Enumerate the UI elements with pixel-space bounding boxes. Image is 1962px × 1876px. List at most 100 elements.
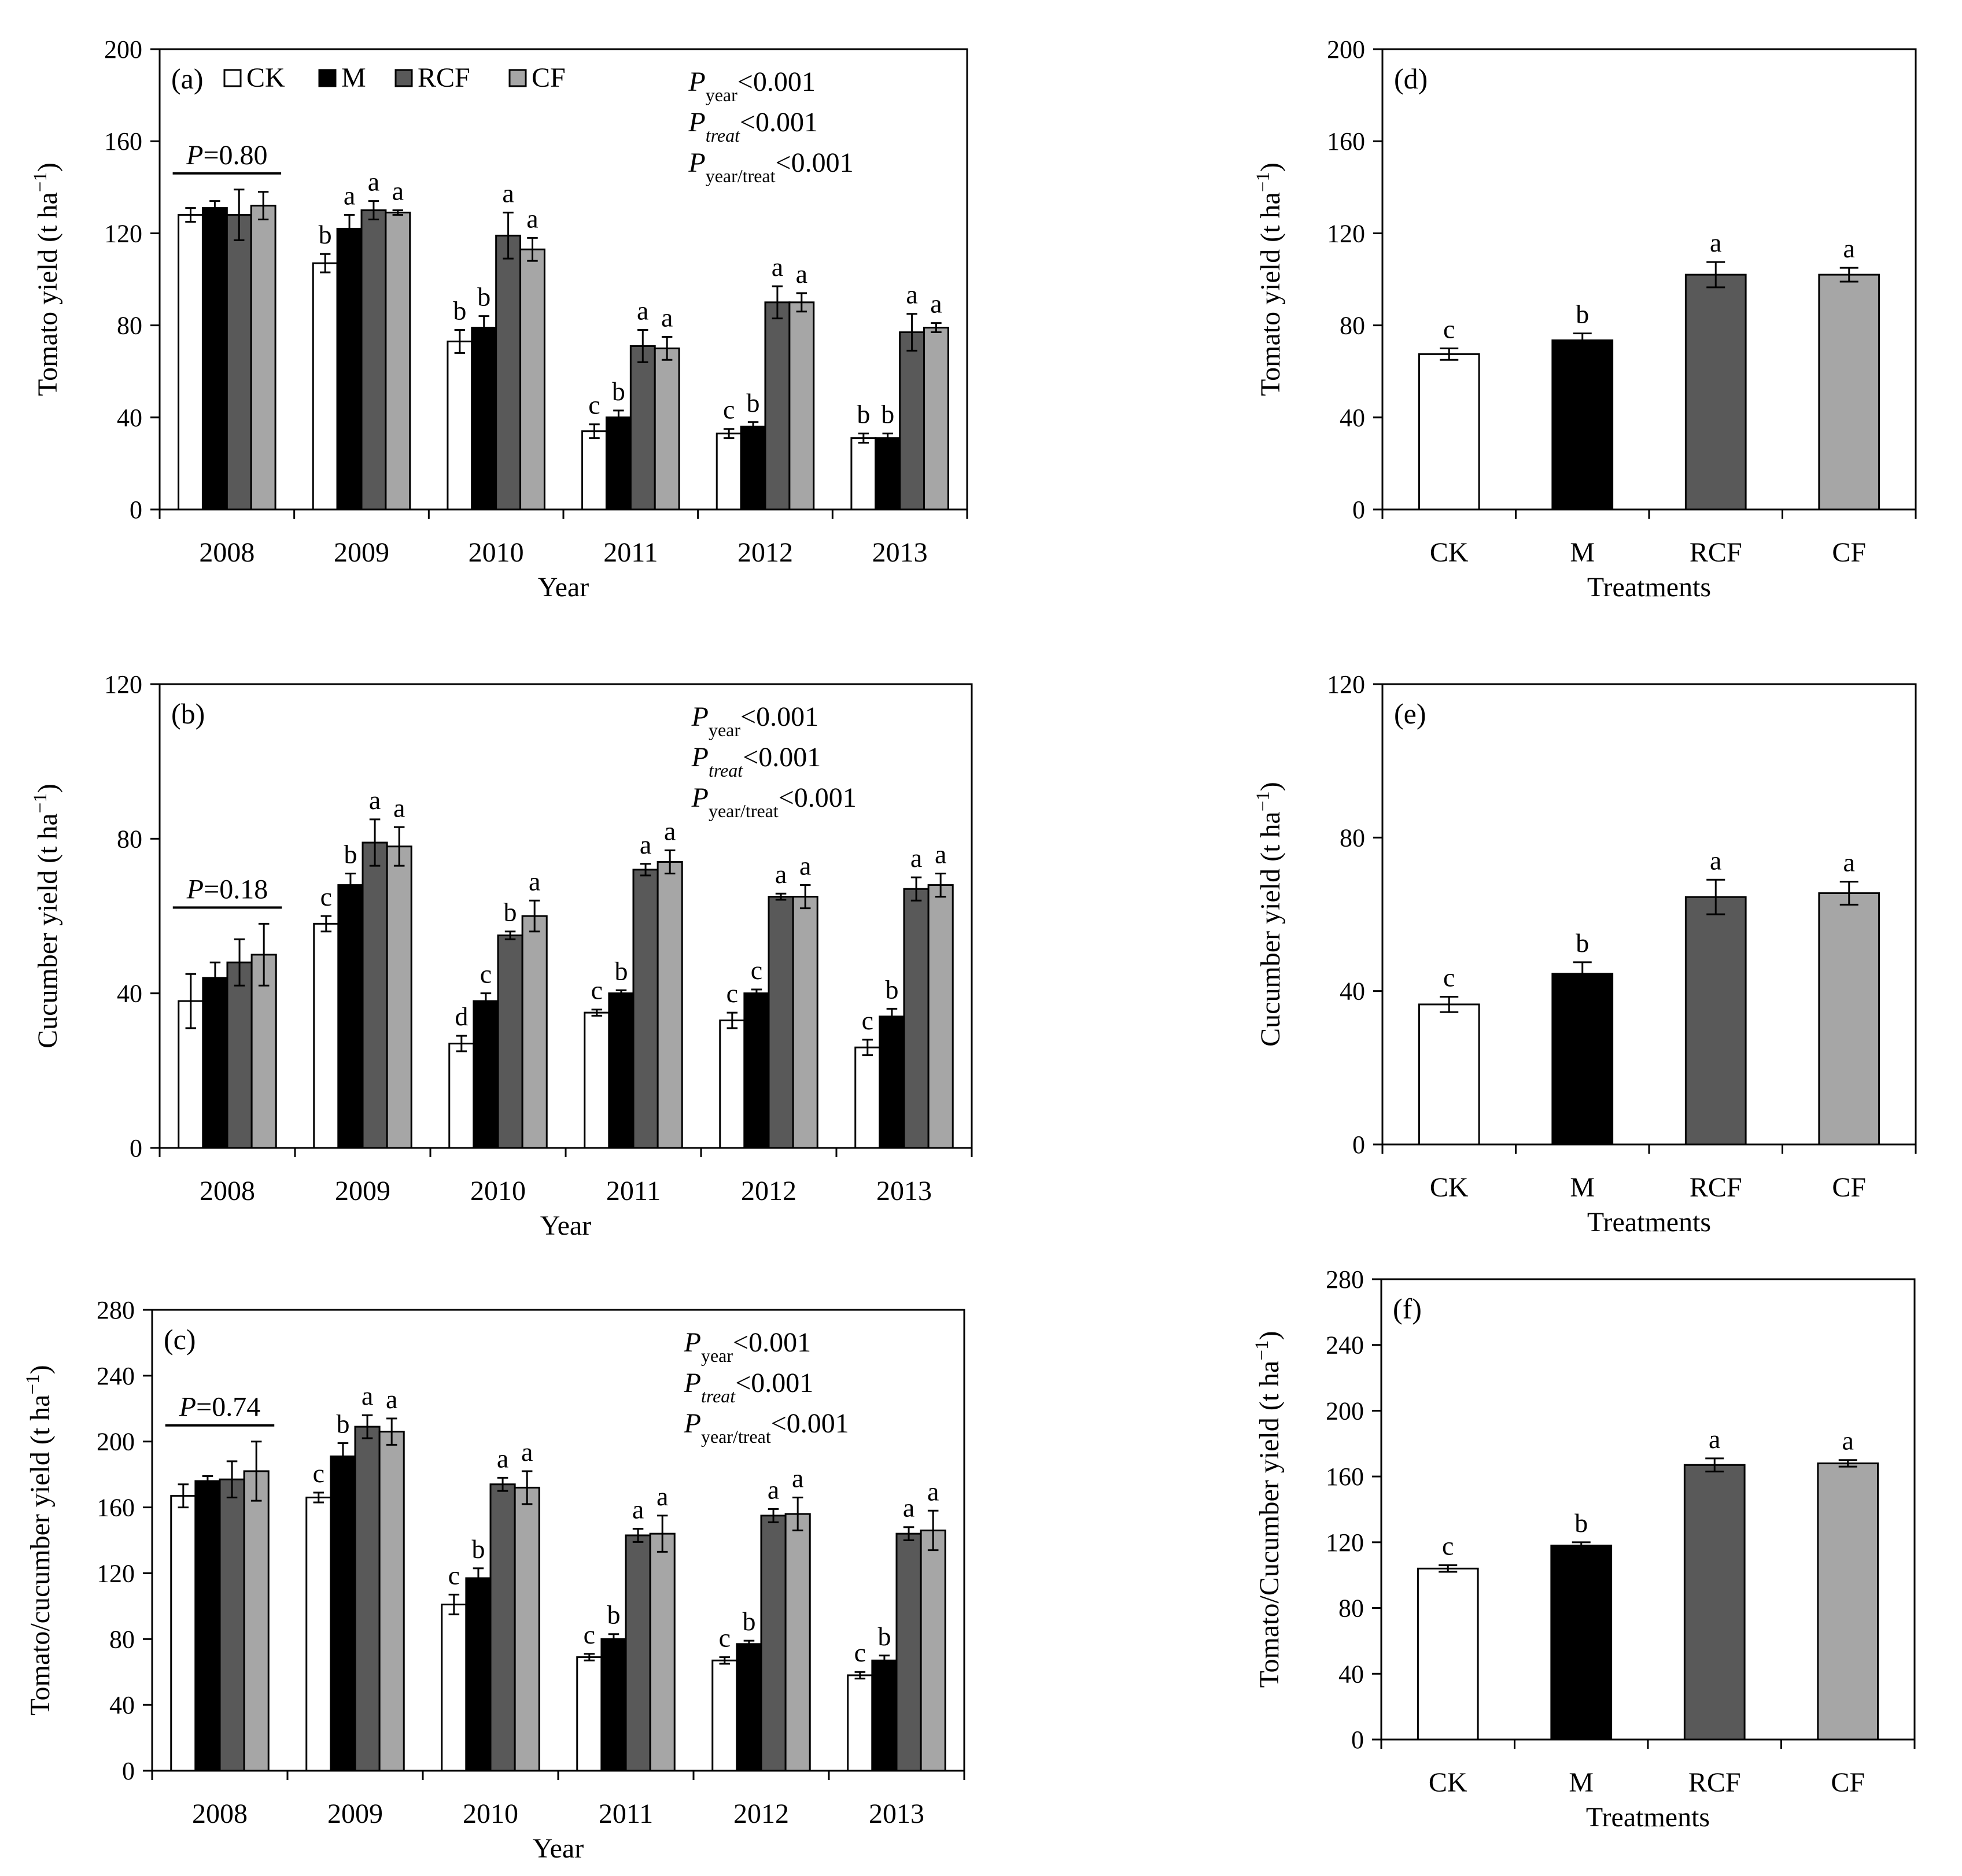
y-tick-label-b-1: 40 xyxy=(117,980,142,1008)
plot-frame-a xyxy=(158,48,968,511)
bar-b-RCF-2011-sig-letter: a xyxy=(640,830,651,859)
stats-p-a-1: P xyxy=(688,107,705,138)
stats-p-c-0: P xyxy=(684,1327,701,1358)
bar-c-M-2009-sig-letter: b xyxy=(336,1409,349,1439)
bar-b-CF-2011 xyxy=(657,861,683,1149)
y-tick-label-a-2: 80 xyxy=(117,312,142,340)
bar-a-M-2010-sig-letter: b xyxy=(477,282,490,312)
p-overall-value-c: =0.74 xyxy=(196,1392,260,1423)
bar-a-RCF-2013-sig-letter: a xyxy=(906,280,917,309)
y-tick-label-f-4: 160 xyxy=(1326,1463,1364,1491)
bar-c-RCF-2010-sig-letter: a xyxy=(497,1443,508,1473)
bar-b-RCF-2012 xyxy=(768,896,794,1149)
bar-b-RCF-2008 xyxy=(226,961,253,1149)
bar-e-M-sig-letter: b xyxy=(1576,928,1589,958)
bar-c-RCF-2013-sig-letter: a xyxy=(903,1493,914,1523)
bar-b-CF-2012 xyxy=(792,896,818,1149)
bar-b-M-2012 xyxy=(743,992,770,1149)
bar-f-CK-sig-letter: c xyxy=(1442,1531,1454,1561)
chart-d: 0 40 80 120 160 200 CK M RCF CF c b a a (d) Treatments T… xyxy=(1253,35,1917,603)
bar-c-CK-2011 xyxy=(576,1656,603,1772)
y-tick-label-c-4: 160 xyxy=(97,1494,135,1522)
bar-b-M-2009 xyxy=(337,884,364,1149)
bar-e-CK xyxy=(1418,1003,1480,1146)
bar-a-CF-2010-sig-letter: a xyxy=(526,204,538,233)
x-tick-label-d-2: RCF xyxy=(1690,537,1742,568)
x-tick-label-c-1: 2009 xyxy=(327,1799,383,1829)
stats-c-0: Pyear<0.001 xyxy=(684,1327,811,1366)
bar-c-M-2011-sig-letter: b xyxy=(607,1600,620,1630)
x-tick-label-b-2: 2010 xyxy=(470,1176,526,1206)
bar-a-RCF-2009 xyxy=(360,209,387,511)
x-tick-label-a-1: 2009 xyxy=(334,537,389,568)
bar-c-CK-2013 xyxy=(847,1674,873,1772)
x-tick-label-e-2: RCF xyxy=(1690,1172,1742,1203)
x-tick-label-d-3: CF xyxy=(1832,537,1866,568)
bar-b-CF-2009-sig-letter: a xyxy=(393,793,405,822)
bar-c-CK-2010 xyxy=(441,1604,467,1772)
bar-a-M-2013-sig-letter: b xyxy=(881,400,894,429)
bar-c-M-2013 xyxy=(871,1659,898,1772)
bar-a-M-2011 xyxy=(605,416,632,511)
panel-label-a: (a) xyxy=(171,62,204,95)
chart-f: 0 40 80 120 160 200 240 280 CK M RCF CF c b a a (f) Treat… xyxy=(1252,1265,1916,1833)
stats-sub-a-2: year/treat xyxy=(706,165,776,186)
bar-a-CK-2009 xyxy=(312,262,338,511)
legend-label-CK: CK xyxy=(246,62,285,93)
stats-b-0: Pyear<0.001 xyxy=(691,701,818,740)
bar-b-CK-2012 xyxy=(719,1019,746,1149)
x-tick-label-c-3: 2011 xyxy=(599,1799,653,1829)
bar-c-CF-2012-sig-letter: a xyxy=(792,1463,803,1493)
bar-c-RCF-2008 xyxy=(219,1478,245,1772)
stats-p-c-2: P xyxy=(684,1408,701,1439)
y-tick-label-f-3: 120 xyxy=(1326,1528,1364,1557)
bar-a-RCF-2010 xyxy=(495,234,522,511)
y-axis-title-a-close: ) xyxy=(32,163,63,172)
bar-a-RCF-2012 xyxy=(764,301,791,511)
x-tick-label-b-1: 2009 xyxy=(335,1176,390,1206)
chart-c: 0 40 80 120 160 200 240 280 2008 2009 2010 2011 2012… xyxy=(23,1296,965,1864)
x-tick-label-a-2: 2010 xyxy=(469,537,524,568)
bar-c-RCF-2012 xyxy=(760,1515,787,1772)
panel-label-f: (f) xyxy=(1393,1292,1422,1325)
bar-a-CK-2008 xyxy=(178,214,204,511)
bar-c-RCF-2011 xyxy=(625,1534,651,1772)
stats-value-a-0: <0.001 xyxy=(737,67,816,97)
bar-b-CK-2013 xyxy=(854,1046,881,1149)
bar-b-CF-2011-sig-letter: a xyxy=(664,816,676,845)
bar-b-CK-2009-sig-letter: c xyxy=(320,882,332,911)
bar-a-RCF-2011 xyxy=(629,345,656,511)
bar-a-CF-2012-sig-letter: a xyxy=(796,259,807,289)
bar-a-RCF-2011-sig-letter: a xyxy=(637,296,648,326)
bar-c-CF-2009 xyxy=(378,1431,405,1772)
p-overall-value-b: =0.18 xyxy=(204,874,268,904)
bar-c-M-2012-sig-letter: b xyxy=(742,1607,755,1636)
bar-c-RCF-2009 xyxy=(354,1426,381,1772)
x-tick-label-f-1: M xyxy=(1569,1767,1594,1798)
bar-a-M-2009 xyxy=(336,227,363,511)
bar-b-CF-2012-sig-letter: a xyxy=(799,851,811,881)
y-axis-title-d-close: ) xyxy=(1255,163,1286,172)
bar-d-CK-sig-letter: c xyxy=(1443,314,1455,344)
y-axis-title-c-main: Tomato/cucumber yield (t ha xyxy=(25,1394,56,1715)
stats-p-a-2: P xyxy=(688,147,705,178)
bar-a-CK-2012 xyxy=(716,433,742,511)
x-tick-label-e-3: CF xyxy=(1832,1172,1866,1203)
y-tick-label-b-2: 80 xyxy=(117,825,142,853)
bar-a-M-2012 xyxy=(740,426,766,511)
y-tick-label-a-0: 0 xyxy=(130,496,142,524)
bar-c-CK-2012 xyxy=(711,1659,738,1772)
legend-swatch-RCF xyxy=(394,69,413,87)
bar-b-CK-2013-sig-letter: c xyxy=(862,1006,873,1035)
bar-c-CK-2010-sig-letter: c xyxy=(448,1560,460,1590)
x-tick-label-e-0: CK xyxy=(1430,1172,1469,1203)
y-axis-title-d-main: Tomato yield (t ha xyxy=(1255,192,1286,396)
x-tick-label-a-4: 2012 xyxy=(737,537,793,568)
bar-c-RCF-2013 xyxy=(895,1532,922,1772)
bar-a-CK-2009-sig-letter: b xyxy=(319,220,332,249)
y-axis-title-b-main: Cucumber yield (t ha xyxy=(32,813,63,1048)
bar-a-M-2009-sig-letter: a xyxy=(344,181,355,211)
y-axis-title-b: Cucumber yield (t ha−1) xyxy=(30,784,63,1048)
